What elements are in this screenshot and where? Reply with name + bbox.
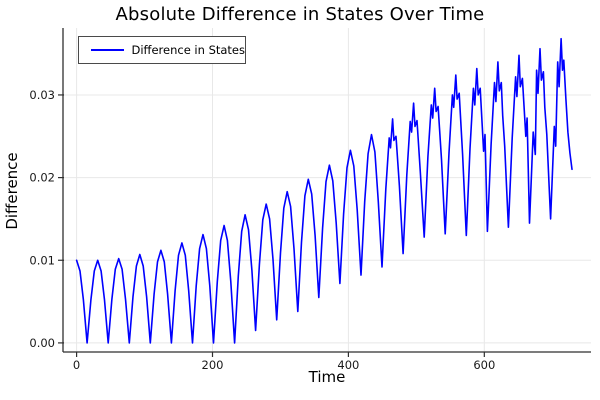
legend-label: Difference in States [131, 43, 245, 57]
legend-line-sample [91, 49, 125, 51]
x-tick-label-200: 200 [202, 358, 224, 372]
y-tick-label-0.03: 0.03 [29, 88, 55, 102]
y-tick-label-0.01: 0.01 [29, 253, 55, 267]
x-tick-label-400: 400 [337, 358, 359, 372]
x-axis-label: Time [308, 368, 346, 386]
x-tick-label-600: 600 [473, 358, 495, 372]
y-tick-label-0.02: 0.02 [29, 171, 55, 185]
y-tick-label-0.00: 0.00 [29, 336, 55, 350]
y-axis-label: Difference [3, 152, 21, 230]
series-line-difference-in-states [75, 37, 573, 344]
chart-title: Absolute Difference in States Over Time [115, 4, 485, 25]
legend: Difference in States [78, 36, 246, 64]
x-tick-label-0: 0 [73, 358, 80, 372]
